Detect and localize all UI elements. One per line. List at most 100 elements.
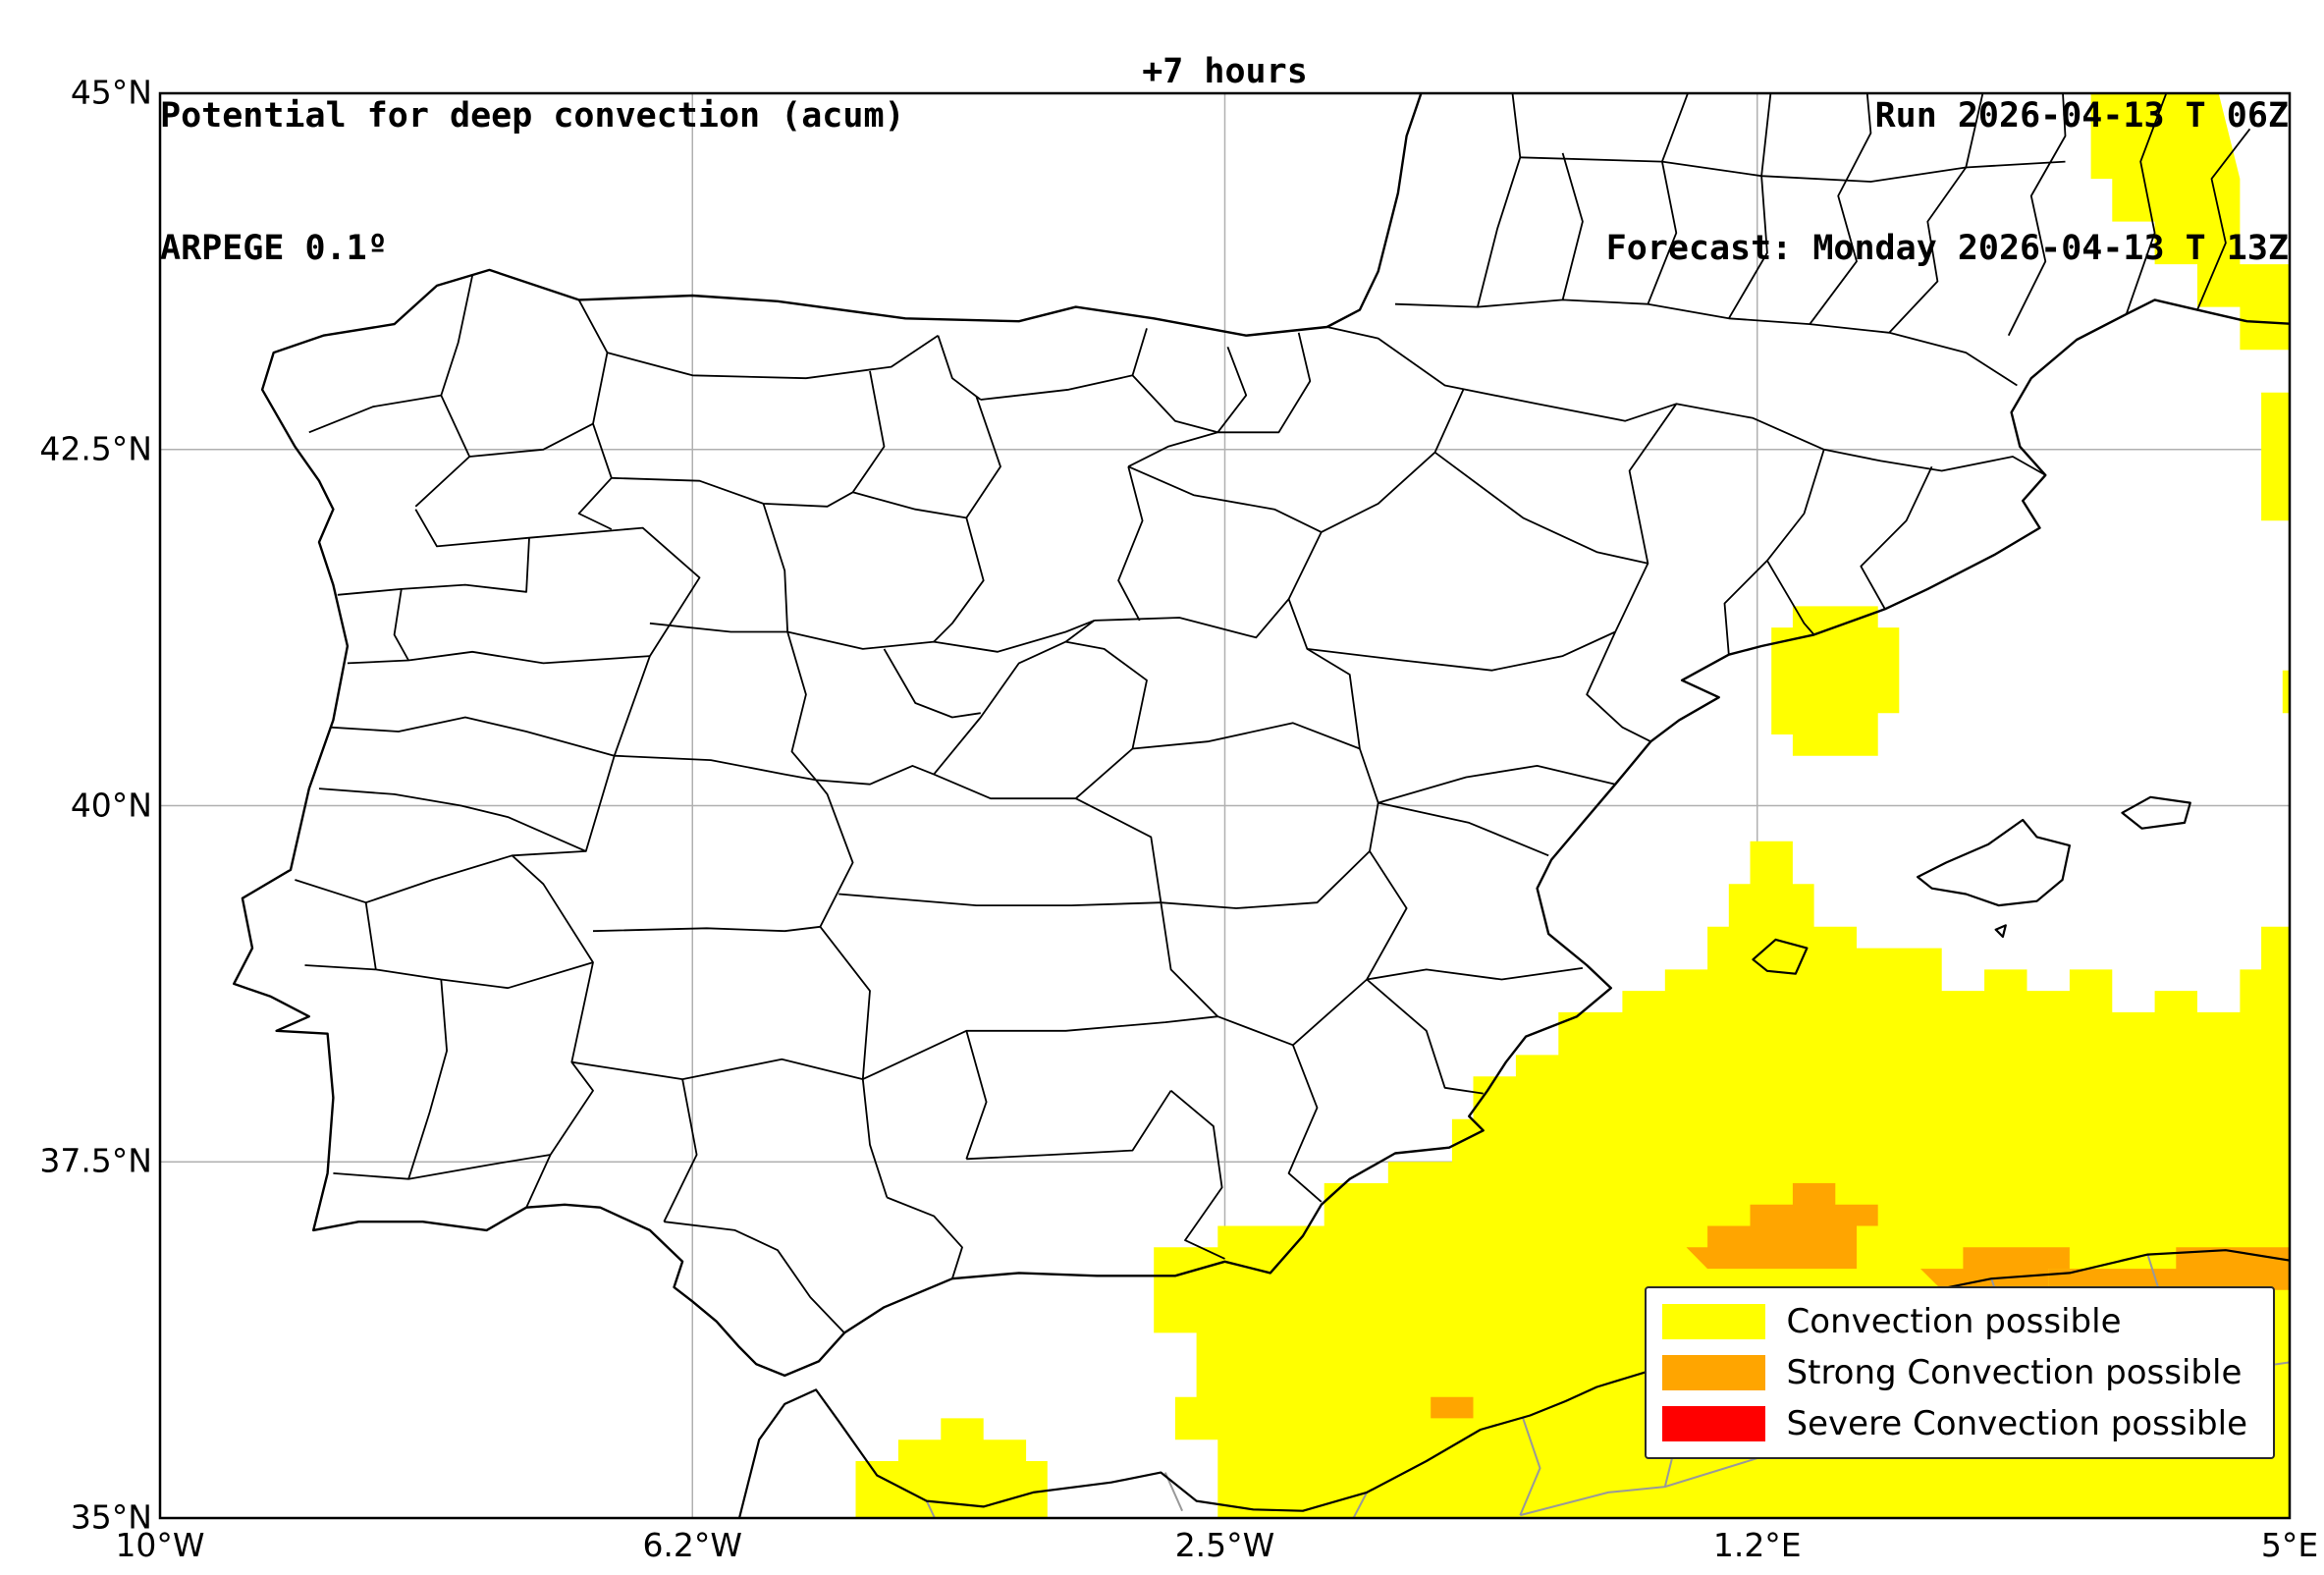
legend-label: Severe Convection possible	[1786, 1404, 2247, 1443]
admin-boundary	[308, 394, 442, 434]
legend-item-severe-convection: Severe Convection possible	[1661, 1404, 2247, 1443]
admin-boundary	[304, 961, 594, 990]
admin-boundary	[1520, 156, 2066, 183]
admin-boundary	[852, 491, 967, 519]
convection-possible-area	[1771, 606, 1900, 756]
admin-boundary	[663, 1078, 698, 1222]
admin-boundary	[1287, 531, 1379, 852]
convection-possible-swatch	[1661, 1304, 1765, 1339]
coastline	[233, 93, 2290, 1378]
lon-tick-label: 2.5°W	[1174, 1526, 1275, 1564]
admin-boundary	[1160, 902, 1218, 1017]
admin-boundary	[1965, 93, 1984, 168]
admin-boundary	[1094, 598, 1290, 639]
forecast-info: Forecast: Monday 2026-04-13 T 13Z	[1605, 229, 2289, 268]
legend-item-convection-possible: Convection possible	[1661, 1302, 2247, 1341]
africa-admin-boundary	[1352, 1492, 1368, 1518]
admin-boundary	[965, 1030, 988, 1160]
admin-boundary	[393, 588, 409, 661]
admin-boundary	[1561, 152, 1584, 300]
admin-boundary	[469, 422, 594, 458]
africa-admin-boundary	[1519, 1418, 1541, 1516]
map-legend: Convection possible Strong Convection po…	[1644, 1286, 2275, 1459]
convection-possible-area	[855, 1418, 1048, 1518]
admin-boundary	[1075, 797, 1162, 903]
lat-tick-label: 45°N	[70, 73, 152, 112]
admin-boundary	[933, 517, 985, 643]
admin-boundary	[1760, 93, 1772, 177]
convection-possible-area	[2282, 670, 2290, 714]
clear-notch	[2218, 93, 2290, 265]
admin-boundary	[1809, 93, 1872, 325]
map-frame	[158, 91, 2292, 1520]
admin-boundary	[1888, 166, 1968, 334]
lat-tick-label: 37.5°N	[39, 1141, 152, 1180]
admin-boundary	[440, 275, 473, 396]
admin-boundary	[1216, 346, 1248, 433]
admin-boundary	[1378, 765, 1616, 804]
admin-boundary	[1477, 93, 1522, 307]
admin-boundary	[664, 1221, 845, 1334]
admin-boundary	[1127, 465, 1323, 533]
lead-time: +7 hours	[1142, 52, 1308, 91]
strong-convection-area	[1686, 1183, 1878, 1270]
admin-boundary	[414, 395, 471, 508]
admin-boundary	[2007, 93, 2067, 337]
admin-boundary	[965, 396, 1001, 518]
admin-boundary	[347, 650, 650, 665]
admin-boundary	[2125, 93, 2168, 315]
admin-boundary	[1860, 465, 1933, 610]
island-coastline	[2121, 795, 2191, 830]
africa-admin-boundary	[925, 1500, 937, 1518]
admin-boundary	[1131, 374, 1218, 434]
admin-boundary	[1161, 850, 1371, 909]
admin-boundary	[1287, 978, 1368, 1203]
admin-boundary	[838, 893, 1162, 906]
admin-boundary	[786, 631, 817, 781]
admin-boundary	[1647, 93, 1690, 305]
admin-boundary	[337, 537, 530, 596]
lon-tick-label: 6.2°W	[642, 1526, 743, 1564]
admin-boundary	[592, 925, 821, 933]
header-right: Run 2026-04-13 T 06Z Forecast: Monday 20…	[1606, 6, 2289, 359]
admin-boundary	[786, 620, 1095, 653]
admin-boundary	[2196, 128, 2251, 310]
strong-convection-swatch	[1661, 1355, 1765, 1390]
admin-boundary	[1586, 403, 1678, 743]
admin-boundary	[407, 979, 448, 1179]
island-coastline	[1917, 818, 2071, 907]
admin-boundary	[815, 779, 871, 1080]
admin-boundary	[1307, 630, 1616, 672]
admin-boundary	[762, 503, 788, 632]
legend-label: Strong Convection possible	[1786, 1353, 2243, 1392]
admin-boundary	[1170, 1090, 1225, 1260]
lon-tick-label: 1.2°E	[1712, 1526, 1802, 1564]
strong-convection-area	[1431, 1396, 1474, 1440]
admin-boundary	[851, 370, 886, 493]
admin-boundary	[861, 1079, 889, 1198]
admin-boundary	[887, 1196, 963, 1279]
admin-boundary	[937, 335, 982, 401]
legend-item-strong-convection: Strong Convection possible	[1661, 1353, 2247, 1392]
admin-boundary	[980, 328, 1148, 401]
admin-boundary	[1378, 801, 1549, 857]
admin-boundary	[1366, 850, 1408, 980]
admin-boundary	[1723, 560, 1768, 655]
admin-boundary	[966, 1090, 1172, 1161]
admin-boundary	[414, 509, 701, 1209]
lat-tick-label: 35°N	[70, 1497, 152, 1537]
admin-boundary	[933, 640, 1148, 800]
page-title: Potential for deep convection (acum)	[160, 96, 905, 136]
island-coastline	[1994, 924, 2007, 939]
admin-boundary	[607, 334, 939, 380]
admin-boundary	[577, 299, 613, 530]
admin-boundary	[1433, 451, 1648, 565]
island-coastline	[1752, 938, 1809, 975]
model-name: ARPEGE 0.1º	[160, 229, 388, 268]
admin-boundary	[1366, 978, 1484, 1095]
severe-convection-swatch	[1661, 1406, 1765, 1441]
admin-boundary	[611, 476, 854, 508]
admin-boundary	[1326, 326, 2046, 476]
admin-boundary	[883, 648, 981, 719]
